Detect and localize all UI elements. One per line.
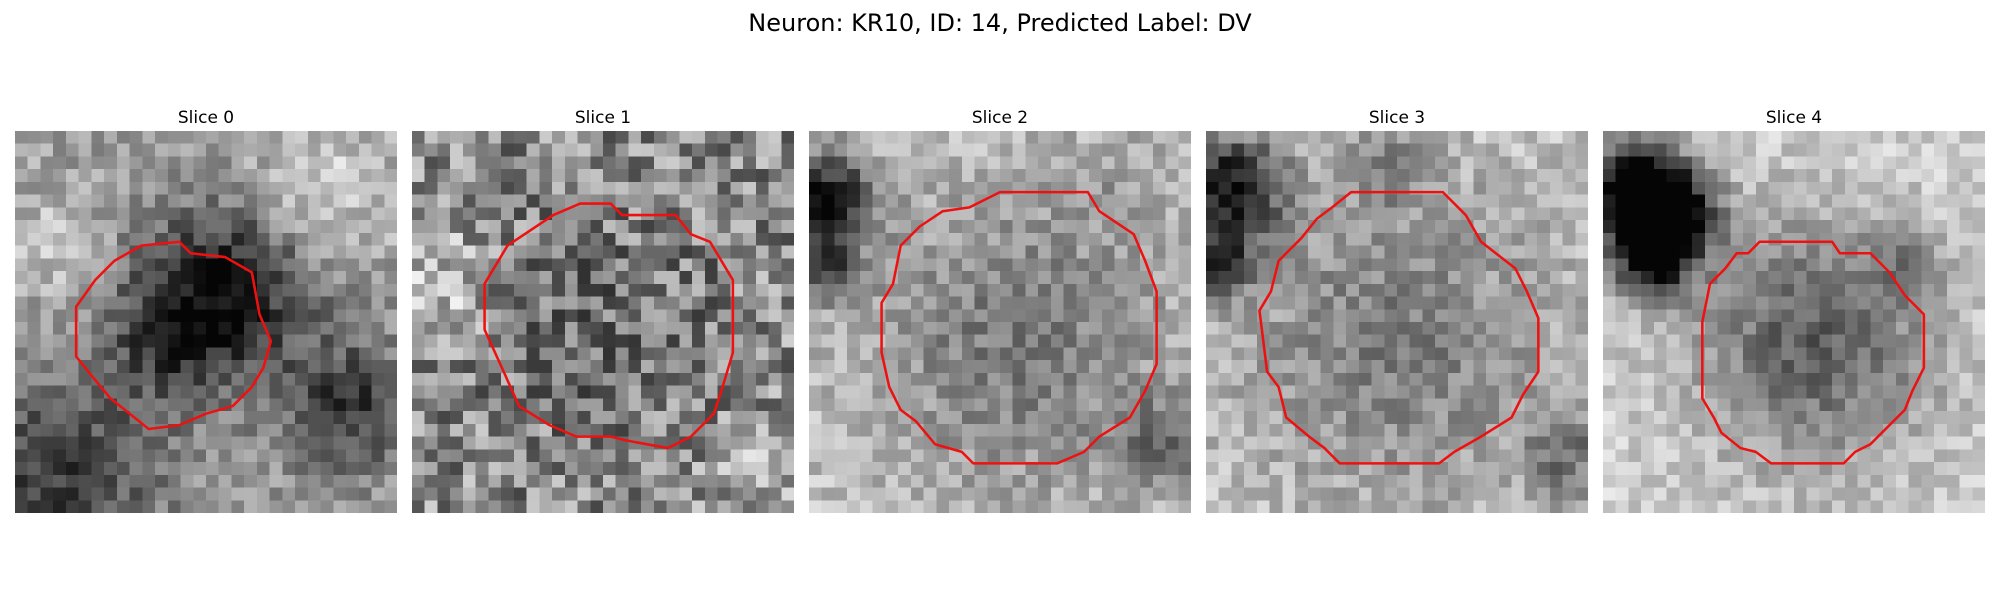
slice-title-3: Slice 3 — [1368, 108, 1426, 128]
figure-title: Neuron: KR10, ID: 14, Predicted Label: D… — [748, 9, 1252, 37]
slice-panel-1: Slice 1 — [412, 105, 794, 513]
slice-title-2: Slice 2 — [971, 108, 1029, 128]
pixel-grid — [809, 131, 1191, 513]
slice-title-1: Slice 1 — [574, 108, 632, 128]
slice-panel-4: Slice 4 — [1603, 105, 1985, 513]
pixel-grid — [15, 131, 397, 513]
slice-image-4 — [1603, 131, 1985, 513]
slice-panel-0: Slice 0 — [15, 105, 397, 513]
slice-panel-3: Slice 3 — [1206, 105, 1588, 513]
roi-contour — [880, 190, 1158, 465]
roi-contour — [1701, 240, 1926, 465]
pixel-grid — [1603, 131, 1985, 513]
slice-title-0: Slice 0 — [177, 108, 235, 128]
pixel-grid — [412, 131, 794, 513]
roi-contour — [74, 240, 273, 431]
roi-contour — [483, 202, 735, 450]
slice-panel-2: Slice 2 — [809, 105, 1191, 513]
slice-title-4: Slice 4 — [1765, 108, 1823, 128]
slice-image-1 — [412, 131, 794, 513]
slice-image-3 — [1206, 131, 1588, 513]
slice-image-2 — [809, 131, 1191, 513]
roi-contour — [1258, 190, 1540, 465]
slice-image-0 — [15, 131, 397, 513]
pixel-grid — [1206, 131, 1588, 513]
